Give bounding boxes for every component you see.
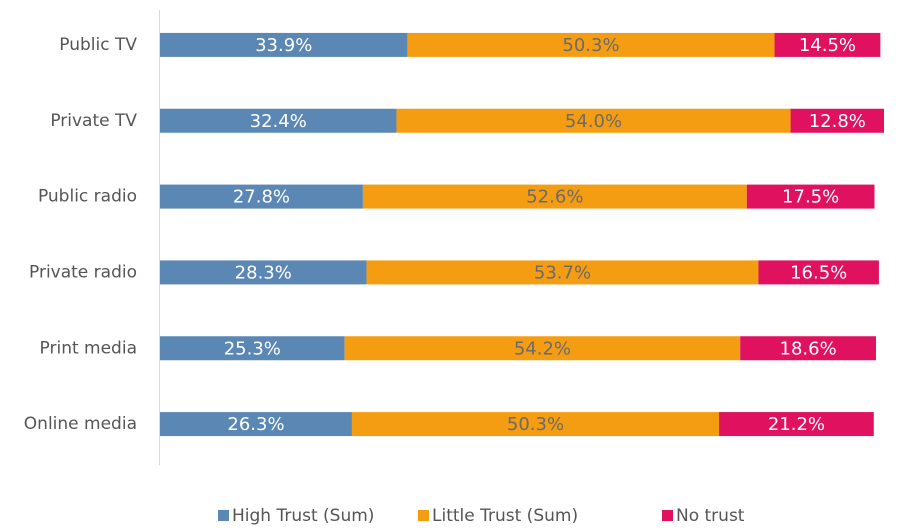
legend-swatch [418,510,429,521]
bar-segment [160,412,352,437]
legend-swatch [218,510,229,521]
value-label: 53.7% [534,262,591,283]
value-label: 50.3% [562,35,619,56]
category-label: Private TV [50,111,137,131]
bar-segment [790,108,884,133]
bar-segment [344,336,741,361]
category-label: Public radio [38,187,137,207]
bar-segment [160,32,408,57]
bar-segment [366,260,759,285]
value-label: 52.6% [526,187,583,208]
bar-segment [746,184,875,209]
value-label: 54.2% [514,338,571,359]
value-label: 54.0% [565,111,622,132]
bar-segment [396,108,791,133]
value-label: 16.5% [790,262,847,283]
value-label: 28.3% [235,262,292,283]
bar-segment [774,32,881,57]
value-label: 12.8% [809,111,866,132]
bar-segment [407,32,775,57]
legend-label: No trust [676,506,745,526]
value-label: 50.3% [507,414,564,435]
value-label: 21.2% [768,414,825,435]
bar-segment [758,260,879,285]
legend-label: Little Trust (Sum) [432,506,578,526]
value-label: 33.9% [255,35,312,56]
bar-segment [160,336,345,361]
bar-segment [160,184,363,209]
value-label: 14.5% [799,35,856,56]
category-label: Public TV [59,35,137,55]
legend-label: High Trust (Sum) [232,506,374,526]
bar-segment [351,412,720,437]
bar-segment [740,336,876,361]
value-label: 27.8% [233,187,290,208]
bar-segment [362,184,747,209]
bar-segment [719,412,874,437]
value-label: 18.6% [780,338,837,359]
category-label: Print media [40,338,137,358]
value-label: 25.3% [224,338,281,359]
category-label: Private radio [29,262,137,282]
category-label: Online media [24,414,137,434]
value-label: 26.3% [227,414,284,435]
bar-segment [160,108,397,133]
bar-segment [160,260,367,285]
legend-swatch [662,510,673,521]
value-label: 17.5% [782,187,839,208]
value-label: 32.4% [250,111,307,132]
